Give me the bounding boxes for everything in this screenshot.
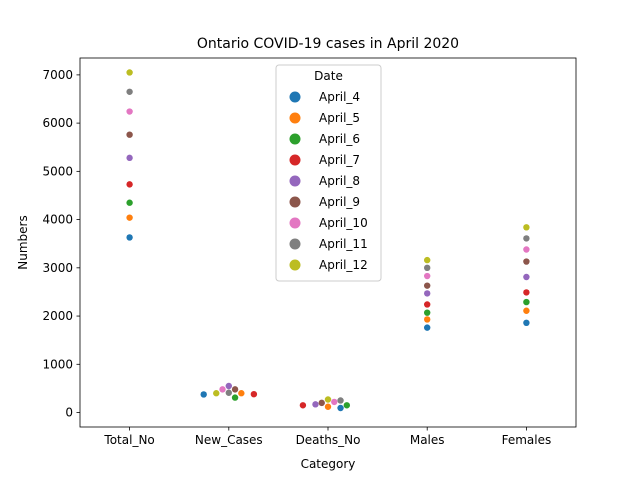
legend-label: April_10	[319, 216, 368, 230]
data-point	[424, 309, 431, 316]
data-point	[523, 298, 530, 306]
data-point	[337, 397, 344, 404]
y-axis: 0 1000 2000 3000 4000 5000 6000 7000	[42, 68, 80, 420]
data-point	[324, 403, 332, 410]
data-point	[213, 390, 220, 397]
data-points	[126, 69, 530, 412]
legend-label: April_5	[319, 111, 360, 125]
legend-marker	[289, 133, 301, 145]
data-point	[231, 386, 239, 393]
data-point	[126, 199, 133, 206]
data-point	[523, 246, 530, 253]
chart-title: Ontario COVID-19 cases in April 2020	[197, 36, 459, 52]
legend-label: April_6	[319, 132, 360, 146]
data-point	[324, 396, 332, 403]
data-point	[523, 235, 530, 242]
data-point	[126, 234, 133, 241]
data-point	[337, 404, 344, 412]
y-tick-label: 5000	[42, 164, 73, 178]
data-point	[424, 290, 431, 297]
legend-marker	[289, 175, 301, 187]
data-point	[126, 69, 133, 76]
data-point	[200, 391, 207, 398]
legend-label: April_11	[319, 237, 368, 251]
data-point	[126, 181, 133, 188]
x-tick-label: Females	[502, 433, 552, 447]
data-point	[424, 282, 431, 289]
data-point	[424, 316, 431, 323]
legend-marker	[289, 112, 301, 124]
x-tick-label: Males	[410, 433, 445, 447]
data-point	[424, 272, 431, 280]
y-tick-label: 4000	[42, 213, 73, 227]
y-tick-label: 0	[65, 406, 73, 420]
legend-marker	[289, 91, 301, 103]
x-tick-label: Deaths_No	[296, 433, 361, 447]
data-point	[126, 88, 133, 95]
y-axis-title: Numbers	[16, 215, 30, 269]
data-point	[343, 402, 351, 409]
data-point	[312, 401, 319, 408]
data-point	[299, 402, 307, 409]
y-tick-label: 6000	[42, 116, 73, 130]
data-point	[126, 108, 133, 115]
data-point	[523, 258, 530, 265]
data-point	[523, 224, 530, 231]
data-point	[225, 389, 232, 396]
data-point	[250, 391, 258, 398]
x-tick-label: New_Cases	[195, 433, 263, 447]
legend-title: Date	[314, 69, 343, 83]
y-tick-label: 2000	[42, 309, 73, 323]
legend-label: April_9	[319, 195, 360, 209]
data-point	[523, 273, 530, 281]
data-point	[523, 307, 530, 314]
data-point	[126, 154, 133, 162]
data-point	[523, 289, 530, 296]
x-axis-title: Category	[301, 457, 356, 471]
legend-label: April_12	[319, 258, 368, 272]
data-point	[126, 214, 133, 221]
legend-frame	[275, 64, 382, 282]
data-point	[126, 131, 133, 138]
legend-marker	[289, 196, 301, 208]
y-tick-label: 3000	[42, 261, 73, 275]
data-point	[238, 390, 245, 397]
y-tick-label: 7000	[42, 68, 73, 82]
legend-label: April_8	[319, 174, 360, 188]
data-point	[424, 324, 431, 331]
legend-marker	[289, 217, 301, 229]
data-point	[318, 399, 325, 407]
legend-marker	[289, 154, 301, 166]
data-point	[523, 319, 530, 327]
legend: Date April_4 April_5 April_6 April_7 April_8 A…	[275, 64, 382, 282]
legend-marker	[289, 259, 301, 271]
legend-marker	[289, 238, 301, 250]
data-point	[331, 398, 338, 406]
y-tick-label: 1000	[42, 357, 73, 371]
x-tick-label: Total_No	[103, 433, 154, 447]
data-point	[424, 264, 431, 272]
legend-label: April_4	[319, 90, 360, 104]
data-point	[225, 382, 232, 390]
data-point	[219, 386, 226, 393]
legend-label: April_7	[319, 153, 360, 167]
data-point	[424, 256, 431, 264]
x-axis: Total_No New_Cases Deaths_No Males Females	[103, 427, 551, 447]
data-point	[231, 394, 239, 401]
data-point	[424, 301, 431, 308]
